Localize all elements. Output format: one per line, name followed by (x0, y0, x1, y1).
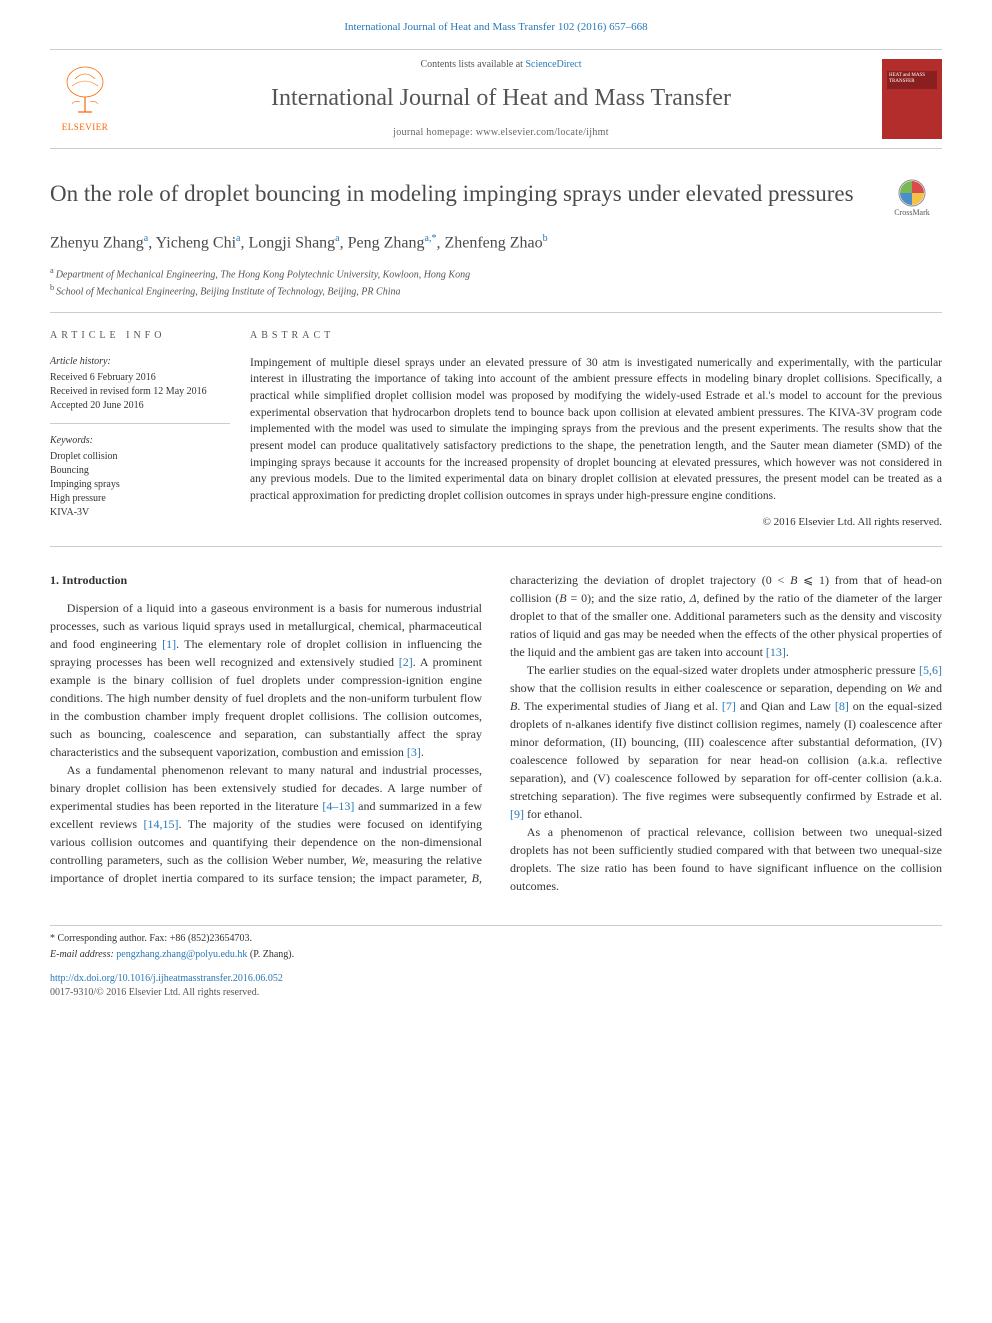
article-info-heading: ARTICLE INFO (50, 329, 230, 343)
author-name: Peng Zhang (348, 235, 425, 252)
keywords-label: Keywords: (50, 434, 230, 448)
crossmark-icon (898, 179, 926, 207)
author-name: Yicheng Chi (156, 235, 236, 252)
contents-lists-line: Contents lists available at ScienceDirec… (138, 58, 864, 72)
publisher-logo[interactable]: ELSEVIER (50, 59, 120, 139)
journal-homepage-line: journal homepage: www.elsevier.com/locat… (138, 126, 864, 140)
email-suffix: (P. Zhang). (250, 949, 294, 960)
abstract-block: ABSTRACT Impingement of multiple diesel … (250, 329, 942, 530)
journal-cover-thumbnail[interactable]: HEAT and MASS TRANSFER (882, 59, 942, 139)
abstract-text: Impingement of multiple diesel sprays un… (250, 355, 942, 505)
keyword: Impinging sprays (50, 478, 230, 492)
body-paragraph: The earlier studies on the equal-sized w… (510, 661, 942, 823)
publisher-name: ELSEVIER (62, 121, 109, 134)
author-affil-marker: a (144, 233, 148, 244)
crossmark-label: CrossMark (894, 207, 930, 218)
author-affil-marker: b (543, 233, 548, 244)
article-body: 1. Introduction Dispersion of a liquid i… (50, 571, 942, 895)
body-paragraph: As a phenomenon of practical relevance, … (510, 823, 942, 895)
affiliation-line: bSchool of Mechanical Engineering, Beiji… (50, 282, 942, 299)
author-name: Zhenyu Zhang (50, 235, 144, 252)
abstract-heading: ABSTRACT (250, 329, 942, 343)
homepage-url[interactable]: www.elsevier.com/locate/ijhmt (476, 127, 609, 138)
article-info: ARTICLE INFO Article history: Received 6… (50, 329, 250, 530)
homepage-prefix: journal homepage: (393, 127, 476, 138)
page-footer: * Corresponding author. Fax: +86 (852)23… (50, 925, 942, 1000)
keyword: Droplet collision (50, 450, 230, 464)
article-title: On the role of droplet bouncing in model… (50, 179, 862, 209)
cover-title-text: HEAT and MASS TRANSFER (889, 73, 942, 84)
author-affil-marker: a,* (425, 233, 437, 244)
info-abstract-block: ARTICLE INFO Article history: Received 6… (50, 312, 942, 547)
affiliation-line: aDepartment of Mechanical Engineering, T… (50, 265, 942, 282)
author-affil-marker: a (335, 233, 339, 244)
abstract-copyright: © 2016 Elsevier Ltd. All rights reserved… (250, 515, 942, 530)
issn-copyright-line: 0017-9310/© 2016 Elsevier Ltd. All right… (50, 986, 478, 1000)
keyword: KIVA-3V (50, 506, 230, 520)
history-line: Received in revised form 12 May 2016 (50, 385, 230, 399)
history-label: Article history: (50, 355, 230, 369)
history-line: Accepted 20 June 2016 (50, 399, 230, 413)
crossmark-badge[interactable]: CrossMark (882, 179, 942, 218)
contents-prefix: Contents lists available at (420, 59, 525, 70)
author-name: Zhenfeng Zhao (444, 235, 542, 252)
header-citation: International Journal of Heat and Mass T… (50, 20, 942, 35)
doi-link[interactable]: http://dx.doi.org/10.1016/j.ijheatmasstr… (50, 973, 283, 984)
email-label: E-mail address: (50, 949, 114, 960)
section-heading-introduction: 1. Introduction (50, 571, 482, 589)
keyword: Bouncing (50, 464, 230, 478)
body-paragraph: Dispersion of a liquid into a gaseous en… (50, 599, 482, 761)
email-line: E-mail address: pengzhang.zhang@polyu.ed… (50, 948, 478, 962)
author-name: Longji Shang (249, 235, 336, 252)
history-block: Article history: Received 6 February 201… (50, 355, 230, 424)
affiliations: aDepartment of Mechanical Engineering, T… (50, 265, 942, 300)
masthead-center: Contents lists available at ScienceDirec… (138, 58, 864, 140)
elsevier-tree-icon (60, 64, 110, 119)
author-list: Zhenyu Zhanga, Yicheng Chia, Longji Shan… (50, 232, 942, 255)
keyword: High pressure (50, 492, 230, 506)
corresponding-author-line: * Corresponding author. Fax: +86 (852)23… (50, 932, 478, 946)
doi-line: http://dx.doi.org/10.1016/j.ijheatmasstr… (50, 972, 478, 986)
author-affil-marker: a (236, 233, 240, 244)
journal-masthead: ELSEVIER Contents lists available at Sci… (50, 49, 942, 149)
journal-name: International Journal of Heat and Mass T… (138, 82, 864, 116)
corresponding-email-link[interactable]: pengzhang.zhang@polyu.edu.hk (116, 949, 247, 960)
history-line: Received 6 February 2016 (50, 371, 230, 385)
title-row: On the role of droplet bouncing in model… (50, 179, 942, 218)
sciencedirect-link[interactable]: ScienceDirect (525, 59, 581, 70)
